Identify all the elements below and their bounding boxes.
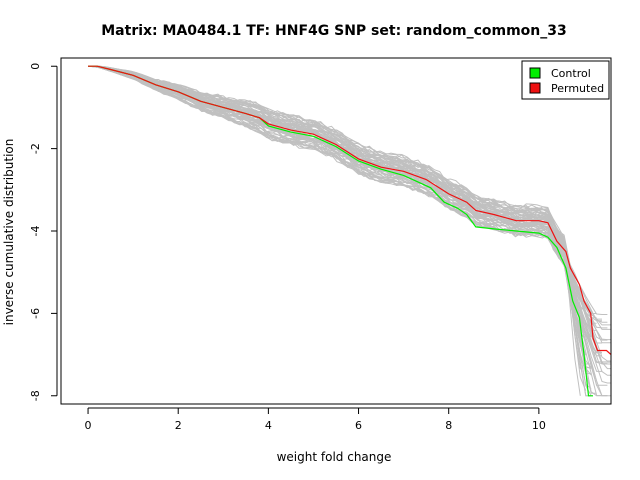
- x-axis: 0 2 4 6 8 10: [85, 407, 546, 432]
- background-line: [88, 65, 611, 362]
- x-tick-label-4: 8: [445, 419, 452, 432]
- background-line: [88, 65, 602, 344]
- background-line: [88, 65, 592, 337]
- background-line: [88, 65, 581, 322]
- background-line: [88, 65, 581, 328]
- background-line: [87, 65, 597, 331]
- x-axis-label: weight fold change: [277, 450, 392, 464]
- y-tick-label-4: -8: [29, 390, 42, 401]
- x-tick-label-5: 10: [532, 419, 546, 432]
- background-line: [87, 65, 608, 329]
- background-line: [88, 65, 608, 341]
- x-tick-label-1: 2: [175, 419, 182, 432]
- background-line: [87, 65, 608, 323]
- background-line: [87, 65, 581, 328]
- plot-frame: [60, 57, 612, 405]
- background-series-group: [87, 65, 611, 397]
- x-tick-label-2: 4: [265, 419, 272, 432]
- background-line: [87, 65, 581, 326]
- legend-swatch-control: [529, 67, 541, 79]
- y-tick-label-0: 0: [29, 63, 42, 70]
- legend: Control Permuted: [521, 60, 610, 100]
- background-line: [87, 65, 581, 318]
- legend-swatch-permuted: [529, 82, 541, 94]
- background-line: [88, 65, 592, 337]
- background-line: [87, 65, 587, 341]
- background-line: [87, 65, 597, 314]
- legend-label-permuted: Permuted: [551, 82, 604, 95]
- series-line-control: [88, 65, 593, 397]
- background-line: [87, 65, 611, 326]
- y-tick-label-3: -6: [29, 308, 42, 319]
- y-axis: 0 -2 -4 -6 -8: [29, 63, 58, 401]
- chart-title: Matrix: MA0484.1 TF: HNF4G SNP set: rand…: [101, 23, 567, 39]
- background-line: [88, 65, 602, 320]
- background-line: [87, 65, 611, 341]
- background-line: [88, 65, 581, 396]
- y-tick-label-1: -2: [29, 143, 42, 154]
- background-line: [87, 65, 581, 317]
- background-line: [87, 65, 611, 384]
- background-line: [87, 65, 602, 322]
- background-line: [88, 65, 608, 315]
- x-tick-label-0: 0: [85, 419, 92, 432]
- background-line: [87, 65, 576, 331]
- background-line: [87, 65, 581, 322]
- legend-label-control: Control: [551, 67, 591, 80]
- y-tick-label-2: -4: [29, 226, 42, 237]
- background-line: [88, 65, 611, 330]
- background-line: [88, 65, 581, 315]
- y-axis-label: inverse cumulative distribution: [2, 139, 16, 326]
- background-line: [88, 65, 597, 319]
- background-line: [88, 65, 597, 324]
- x-tick-label-3: 6: [355, 419, 362, 432]
- series-line-permuted: [88, 65, 611, 356]
- background-line: [87, 65, 587, 326]
- main-series-group: [88, 65, 611, 397]
- background-line: [87, 65, 592, 365]
